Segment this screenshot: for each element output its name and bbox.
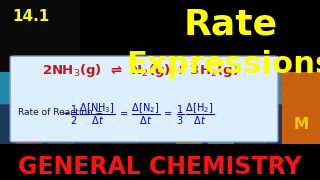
Bar bbox=[16, 104, 42, 144]
Bar bbox=[0, 72, 22, 104]
Text: Rate of Reaction =: Rate of Reaction = bbox=[18, 108, 106, 117]
Text: Rate: Rate bbox=[183, 7, 277, 41]
Text: GENERAL CHEMISTRY: GENERAL CHEMISTRY bbox=[18, 155, 302, 179]
FancyBboxPatch shape bbox=[10, 56, 278, 142]
Text: M: M bbox=[293, 117, 308, 132]
Text: 2NH$_3$(g)  ⇌  N$_2$(g) + 3H$_2$(g): 2NH$_3$(g) ⇌ N$_2$(g) + 3H$_2$(g) bbox=[42, 62, 239, 79]
Text: $-\,\dfrac{1}{2}\,\dfrac{\Delta[\mathrm{NH_3}]}{\Delta t}\;=\;\dfrac{\Delta[\mat: $-\,\dfrac{1}{2}\,\dfrac{\Delta[\mathrm{… bbox=[61, 102, 214, 127]
Text: 78: 78 bbox=[250, 84, 256, 89]
Bar bbox=[0, 0, 80, 72]
Bar bbox=[282, 104, 320, 144]
Text: 76: 76 bbox=[198, 84, 205, 89]
Text: 75: 75 bbox=[173, 84, 179, 89]
Text: Expressions: Expressions bbox=[127, 50, 320, 79]
Text: ZIRKON: ZIRKON bbox=[82, 83, 97, 87]
Text: 14.1: 14.1 bbox=[13, 9, 50, 24]
Bar bbox=[0, 144, 320, 180]
Bar bbox=[240, 104, 266, 144]
Bar bbox=[0, 72, 320, 104]
Bar bbox=[208, 104, 234, 144]
Bar bbox=[176, 104, 202, 144]
Bar bbox=[0, 104, 320, 144]
Bar bbox=[112, 104, 138, 144]
Text: YTTRIUM: YTTRIUM bbox=[23, 83, 41, 87]
Text: 77: 77 bbox=[224, 84, 230, 89]
Bar bbox=[282, 72, 320, 104]
Bar bbox=[48, 104, 74, 144]
